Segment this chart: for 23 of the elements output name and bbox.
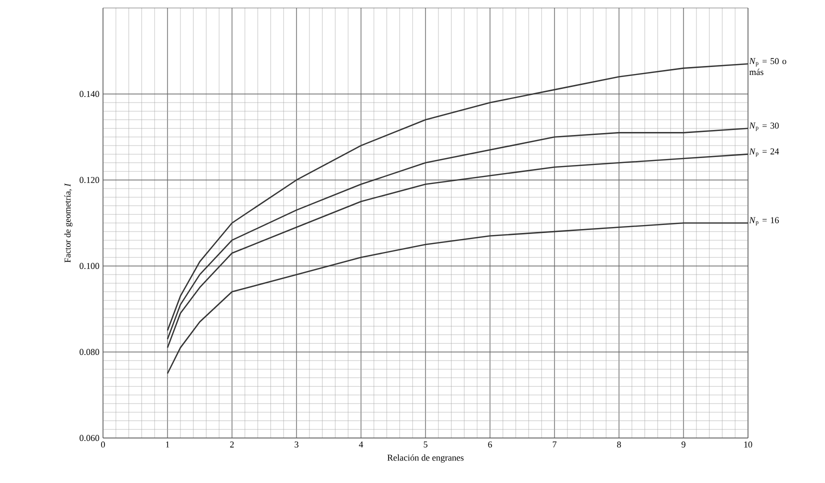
x-tick-label: 8 — [617, 442, 621, 448]
x-tick-label: 3 — [294, 442, 298, 448]
y-tick-label: 0.060 — [80, 434, 100, 442]
x-tick-label: 5 — [424, 442, 428, 448]
series-label: N$_{p}$ = 24 — [749, 148, 779, 157]
x-tick-label: 10 — [744, 442, 752, 448]
y-tick-label: 0.100 — [80, 262, 100, 270]
series-label: N$_{p}$ = 16 — [749, 217, 779, 226]
series-label: N$_{p}$ = 30 — [749, 122, 779, 131]
y-tick-label: 0.120 — [80, 176, 100, 184]
x-axis-title: Relación de engranes — [387, 454, 464, 463]
line-series — [166, 222, 749, 374]
x-tick-label: 4 — [358, 442, 364, 448]
y-tick-label: 0.080 — [80, 348, 100, 356]
x-tick-label: 2 — [230, 442, 234, 448]
series-label: N$_{p}$ = 50 o más — [749, 58, 786, 76]
x-tick-label: 0 — [101, 442, 105, 448]
x-tick-label: 7 — [552, 442, 556, 448]
y-axis-title: Factor de geometría, I — [64, 183, 72, 262]
x-tick-label: 1 — [166, 442, 170, 448]
x-tick-label: 9 — [682, 442, 686, 448]
x-tick-label: 6 — [488, 442, 492, 448]
y-tick-label: 0.140 — [80, 90, 100, 98]
